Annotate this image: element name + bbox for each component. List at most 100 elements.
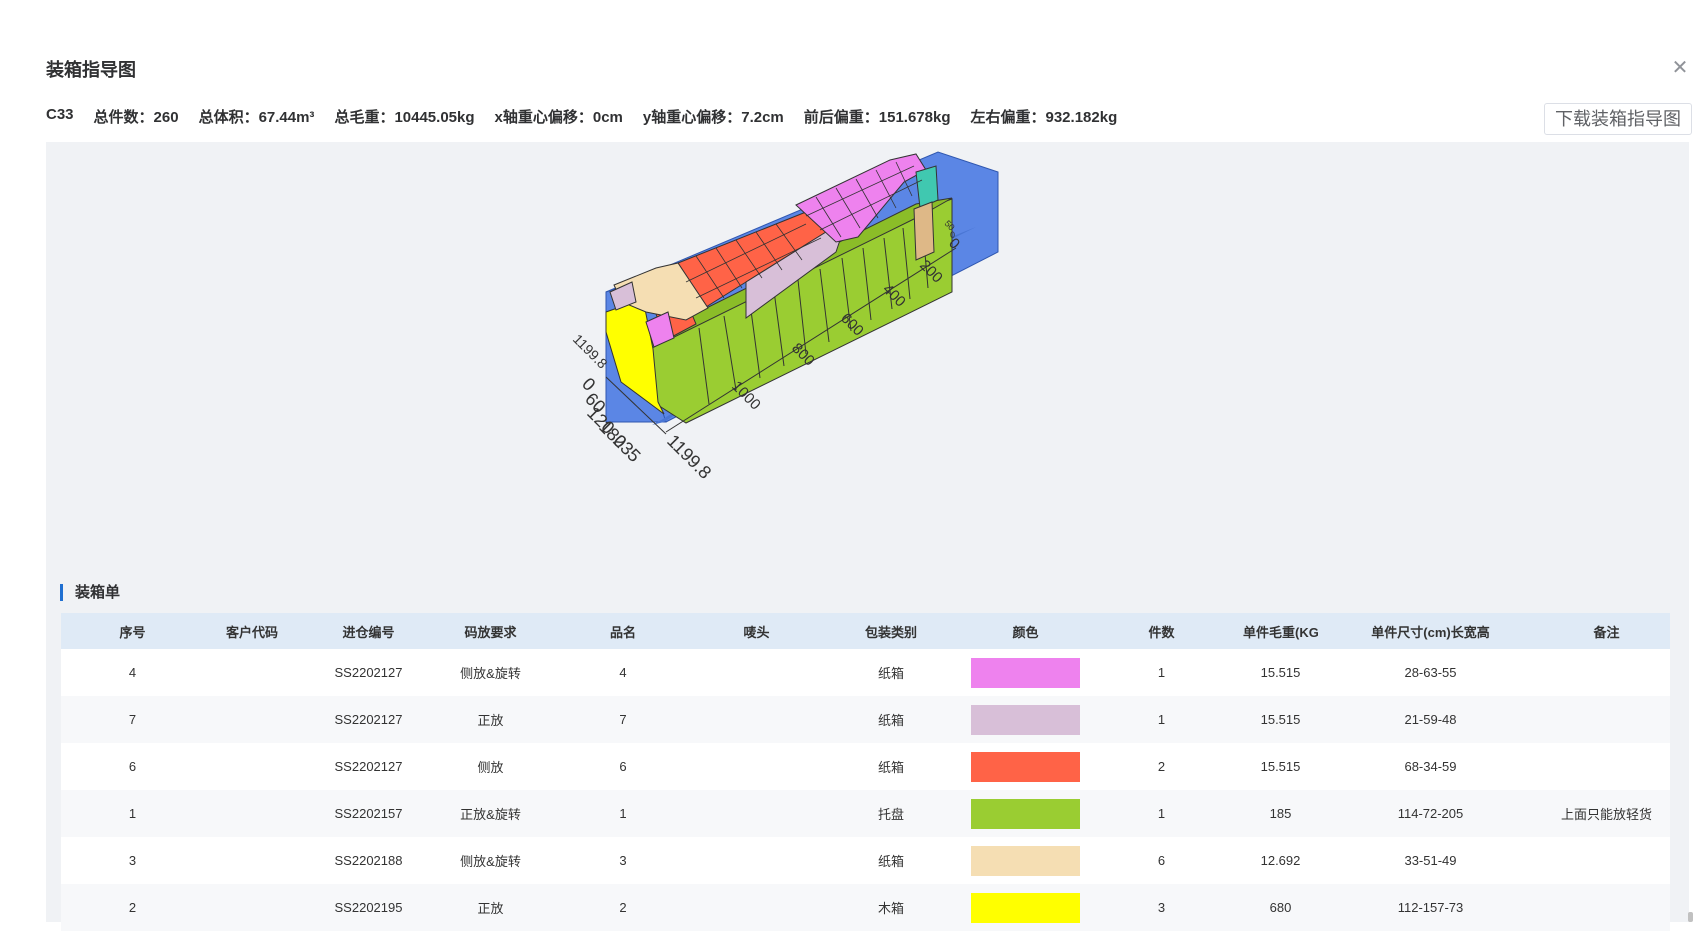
color-swatch [971,657,1080,688]
color-swatch [971,704,1080,735]
cell-entry-no: SS2202127 [334,665,403,680]
packing-list-table: 序号 客户代码 进仓编号 码放要求 品名 唛头 包装类别 颜色 件数 单件毛重(KG) 单件尺寸(c… [61,613,1670,931]
packing-list-title: 装箱单 [60,584,120,601]
color-swatch [971,892,1080,923]
color-swatch [971,845,1080,876]
cell-size: 33-51-49 [1404,853,1457,868]
table-body: 4 SS2202127 侧放&旋转 4 纸箱 1 15.515 28-63-55 7 SS2202… [61,649,1670,931]
cell-package: 纸箱 [877,713,904,728]
height-end-label: 1199.8 [570,331,611,372]
table-row[interactable]: 1 SS2202157 正放&旋转 1 托盘 1 185 114-72-205 上面只能放轻货 [61,790,1670,837]
column-header: 唛头 [743,624,770,640]
stat-left-right: 左右偏重：932.182kg [970,109,1118,126]
cell-entry-no: SS2202195 [334,900,403,915]
cell-weight: 15.515 [1260,759,1301,774]
width-axis [605,376,667,435]
teal-box-block [915,165,939,209]
table-row[interactable]: 2 SS2202195 正放 2 木箱 3 680 112-157-73 [61,884,1670,931]
cell-entry-no: SS2202127 [334,759,403,774]
cell-package: 纸箱 [877,666,904,681]
cell-entry-no: SS2202127 [334,712,403,727]
color-swatch [971,751,1080,782]
cell-entry-no: SS2202157 [334,806,403,821]
cell-name: 6 [619,759,627,774]
length-tick-6: 1199.8 [663,431,715,483]
cell-count: 2 [1157,759,1166,774]
length-axis [665,247,957,433]
close-icon[interactable]: ✕ [1671,57,1689,79]
stat-total-volume: 总体积：67.44m³ [198,109,315,126]
column-header: 客户代码 [225,624,278,640]
cell-size: 21-59-48 [1404,712,1457,727]
cell-weight: 12.692 [1260,853,1301,868]
cell-count: 1 [1157,806,1166,821]
column-header: 件数 [1148,624,1175,640]
box-grid-lines [685,161,923,299]
table-row[interactable]: 4 SS2202127 侧放&旋转 4 纸箱 1 15.515 28-63-55 [61,649,1670,696]
table-row[interactable]: 3 SS2202188 侧放&旋转 3 纸箱 6 12.692 33-51-49 [61,837,1670,884]
column-header: 码放要求 [464,624,517,640]
stat-y-offset: y轴重心偏移：7.2cm [642,109,784,126]
table-row[interactable]: 6 SS2202127 侧放 6 纸箱 2 15.515 68-34-59 [61,743,1670,790]
cell-seq: 3 [128,853,137,868]
thistle-box-front [609,281,637,311]
cell-stacking: 正放&旋转 [460,807,521,822]
cell-name: 3 [619,853,627,868]
container-3d-view: 0 200 400 600 800 1000 1199.8 0 60 120 1… [570,151,999,483]
column-header: 序号 [119,624,146,640]
cell-name: 2 [619,900,627,915]
dialog-title: 装箱指导图 [46,60,136,80]
table-header: 序号 客户代码 进仓编号 码放要求 品名 唛头 包装类别 颜色 件数 单件毛重(KG) 单件尺寸(c… [61,613,1670,649]
cell-count: 1 [1157,665,1166,680]
cell-seq: 2 [128,900,137,915]
page-scrollbar[interactable] [1688,912,1693,922]
pallet-dividers [698,218,929,405]
violet-box-block [795,153,927,243]
cell-seq: 1 [128,806,137,821]
cell-seq: 7 [128,712,137,727]
stat-front-back: 前后偏重：151.678kg [803,109,951,126]
cell-stacking: 侧放&旋转 [460,666,521,681]
violet-box-small [645,311,675,348]
color-cell [971,704,1080,735]
cell-weight: 185 [1269,806,1292,821]
cell-name: 7 [619,712,627,727]
cell-note: 上面只能放轻货 [1560,807,1652,822]
color-cell [971,798,1080,829]
cell-weight: 680 [1269,900,1292,915]
color-swatch [971,798,1080,829]
column-header: 颜色 [1012,624,1039,640]
cell-seq: 4 [128,665,137,680]
stats-bar: C33 总件数：260 总体积：67.44m³ 总毛重：10445.05kg x… [46,106,1137,127]
stat-container: C33 [46,106,74,123]
cell-package: 纸箱 [877,760,904,775]
color-cell [971,751,1080,782]
cell-stacking: 正放 [477,713,504,728]
cell-seq: 6 [128,759,137,774]
column-header: 备注 [1593,624,1620,640]
stat-total-count: 总件数：260 [93,109,179,126]
cell-package: 托盘 [877,807,904,822]
cell-name: 1 [619,806,627,821]
cell-package: 纸箱 [877,854,904,869]
color-cell [971,657,1080,688]
download-guide-button[interactable]: 下载装箱指导图 [1544,103,1692,135]
column-header: 进仓编号 [342,624,395,640]
small-top-label-0: 0 [950,230,955,240]
tan-box-block [913,201,935,261]
cell-stacking: 正放 [477,901,504,916]
stat-x-offset: x轴重心偏移：0cm [494,109,623,126]
column-header: 品名 [609,624,636,640]
table-row[interactable]: 7 SS2202127 正放 7 纸箱 1 15.515 21-59-48 [61,696,1670,743]
stat-gross-weight: 总毛重：10445.05kg [334,109,475,126]
cell-size: 28-63-55 [1404,665,1457,680]
cell-name: 4 [619,665,627,680]
cell-size: 112-157-73 [1397,900,1464,915]
column-header: 单件毛重(KG) [1243,624,1318,640]
column-header: 包装类别 [864,624,917,640]
cell-stacking: 侧放 [477,760,504,775]
cell-size: 114-72-205 [1397,806,1464,821]
cell-entry-no: SS2202188 [334,853,403,868]
cell-weight: 15.515 [1260,665,1301,680]
cell-count: 1 [1157,712,1166,727]
